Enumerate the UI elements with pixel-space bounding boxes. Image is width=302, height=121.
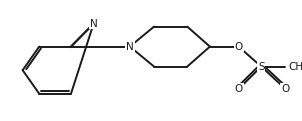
Text: N: N <box>126 42 134 52</box>
Text: O: O <box>234 42 243 52</box>
Text: O: O <box>234 84 243 94</box>
Text: S: S <box>258 62 265 72</box>
Text: O: O <box>281 84 290 94</box>
Text: N: N <box>90 19 98 29</box>
Text: CH₃: CH₃ <box>288 62 302 72</box>
